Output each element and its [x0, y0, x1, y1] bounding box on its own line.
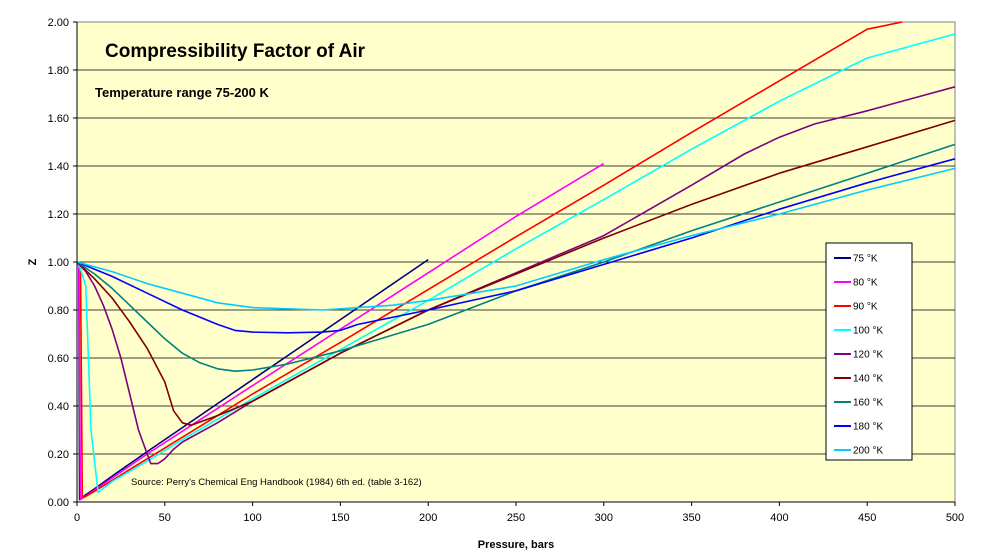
legend-box [825, 242, 913, 461]
x-tick-label-10: 500 [946, 512, 964, 524]
y-tick-label-10: 2.00 [48, 17, 69, 29]
x-tick-label-0: 0 [74, 512, 80, 524]
grid-lines [77, 69, 955, 455]
axes [73, 21, 956, 506]
x-tick-label-7: 350 [682, 512, 700, 524]
series-line-1 [76, 162, 605, 501]
series-line-6 [76, 143, 956, 373]
y-tick-label-4: 0.80 [48, 305, 69, 317]
x-tick-label-2: 100 [243, 512, 261, 524]
legend-label-5: 140 °K [853, 374, 883, 385]
y-axis-label: Z [27, 258, 39, 265]
legend-label-3: 100 °K [853, 326, 883, 337]
legend-label-0: 75 °K [853, 254, 878, 265]
x-tick-label-5: 250 [507, 512, 525, 524]
y-tick-label-9: 1.80 [48, 65, 69, 77]
x-tick-label-8: 400 [770, 512, 788, 524]
series-line-5 [76, 119, 956, 427]
source-note: Source: Perry's Chemical Eng Handbook (1… [131, 477, 422, 488]
legend-label-7: 180 °K [853, 422, 883, 433]
series-line-7 [76, 158, 956, 334]
legend-label-4: 120 °K [853, 350, 883, 361]
y-tick-label-6: 1.20 [48, 209, 69, 221]
legend-label-1: 80 °K [853, 278, 878, 289]
x-tick-label-4: 200 [419, 512, 437, 524]
legend: 75 °K 80 °K 90 °K 100 °K 120 °K 140 °K 160 °K 1… [825, 242, 913, 461]
x-tick-label-3: 150 [331, 512, 349, 524]
y-tick-label-3: 0.60 [48, 353, 69, 365]
y-tick-label-1: 0.20 [48, 449, 69, 461]
y-tick-label-7: 1.40 [48, 161, 69, 173]
legend-label-8: 200 °K [853, 446, 883, 457]
y-tick-label-8: 1.60 [48, 113, 69, 125]
chart-subtitle: Temperature range 75-200 K [95, 85, 269, 100]
x-axis-label: Pressure, bars [478, 539, 554, 551]
series-lines [76, 21, 956, 501]
tick-labels: 0.00 0.20 0.40 0.60 0.80 1.00 1.20 1.40 1.60 1.80… [48, 17, 965, 524]
y-tick-label-2: 0.40 [48, 401, 69, 413]
legend-label-2: 90 °K [853, 302, 878, 313]
series-line-2 [76, 21, 903, 499]
chart-title: Compressibility Factor of Air [105, 41, 366, 62]
y-tick-label-5: 1.00 [48, 257, 69, 269]
y-tick-label-0: 0.00 [48, 497, 69, 509]
x-tick-label-9: 450 [858, 512, 876, 524]
series-line-8 [76, 167, 956, 311]
legend-label-6: 160 °K [853, 398, 883, 409]
x-tick-label-1: 50 [159, 512, 171, 524]
x-tick-label-6: 300 [595, 512, 613, 524]
series-line-4 [76, 86, 956, 465]
